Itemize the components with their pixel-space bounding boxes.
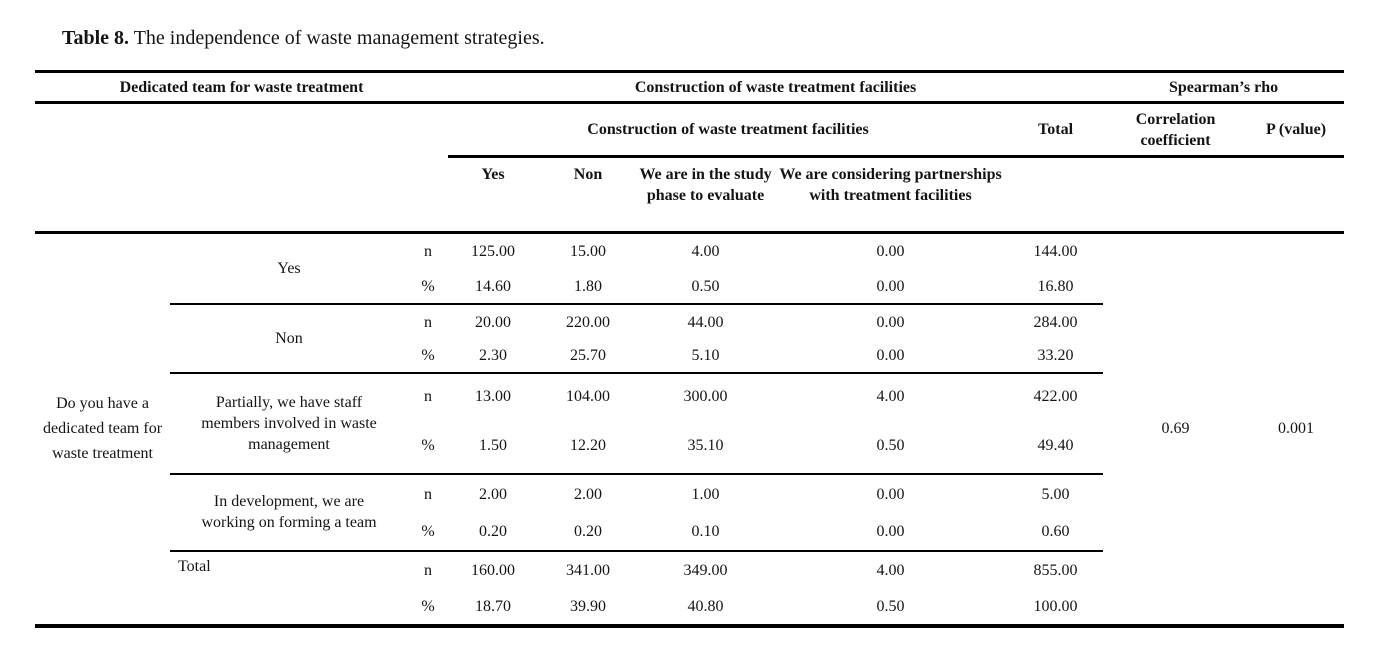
unit-label: %	[408, 339, 449, 374]
value-cell: 2.00	[479, 485, 508, 503]
table-row: % 1.50 12.20 35.10 0.50 49.40	[35, 418, 1344, 475]
value-cell: 104.00	[566, 387, 611, 405]
value-cell: 2.00	[574, 485, 603, 503]
value-cell: 13.00	[475, 387, 512, 405]
question-cell: Do you have a dedicated team for waste t…	[42, 395, 163, 463]
header-dedicated-team: Dedicated team for waste treatment	[35, 71, 449, 104]
value-cell: 855.00	[1033, 562, 1078, 579]
row-label: Yes	[170, 232, 408, 305]
value-cell: 40.80	[687, 598, 724, 615]
value-cell: 160.00	[471, 562, 516, 579]
independence-table: Dedicated team for waste treatment Const…	[35, 70, 1345, 628]
unit-label: %	[408, 418, 449, 475]
header-construction-sub: Construction of waste treatment faciliti…	[448, 102, 1009, 158]
value-cell: 1.50	[448, 418, 539, 475]
unit-label: %	[408, 269, 449, 305]
value-cell: 25.70	[538, 339, 639, 374]
value-cell: 125.00	[471, 243, 516, 261]
value-cell: 284.00	[1033, 313, 1078, 331]
value-cell: 4.00	[691, 243, 720, 261]
unit-label: %	[408, 513, 449, 552]
value-cell: 39.90	[570, 598, 607, 615]
unit-label: n	[424, 313, 432, 331]
table-row: Total n 160.00 341.00 349.00 4.00 855.00	[35, 551, 1344, 590]
value-cell: 44.00	[687, 313, 724, 331]
unit-label: n	[424, 485, 432, 503]
value-cell: 300.00	[683, 387, 728, 405]
table-caption-text: The independence of waste management str…	[133, 27, 545, 49]
value-cell: 35.10	[638, 418, 774, 475]
value-cell: 1.00	[691, 485, 720, 503]
value-cell: 0.00	[876, 313, 905, 331]
table-row: In development, we are working on formin…	[35, 473, 1344, 552]
unit-label: n	[424, 387, 432, 405]
value-cell: 0.00	[876, 485, 905, 503]
table-row: % 2.30 25.70 5.10 0.00 33.20	[35, 339, 1344, 374]
table-row: % 0.20 0.20 0.10 0.00 0.60	[35, 513, 1344, 552]
table-caption-label: Table 8.	[62, 27, 130, 49]
value-cell: 18.70	[475, 598, 512, 615]
header-option-partnerships: We are considering partnerships with tre…	[773, 156, 1009, 234]
value-cell: 15.00	[570, 243, 607, 261]
spearman-p-value: 0.001	[1278, 420, 1315, 438]
header-option-study-phase: We are in the study phase to evaluate	[638, 156, 774, 234]
value-cell: 0.20	[538, 513, 639, 552]
header-spacer-right	[1008, 156, 1345, 234]
value-cell: 20.00	[475, 313, 512, 331]
value-cell: 0.00	[876, 243, 905, 261]
value-cell: 49.40	[1008, 418, 1104, 475]
unit-label: n	[424, 243, 432, 261]
table-row: % 14.60 1.80 0.50 0.00 16.80	[35, 269, 1344, 305]
value-cell: 0.20	[448, 513, 539, 552]
header-spacer-left	[35, 102, 449, 234]
value-cell: 0.50	[876, 598, 905, 615]
value-cell: 2.30	[448, 339, 539, 374]
row-label-total: Total	[178, 557, 211, 575]
value-cell: 0.50	[638, 269, 774, 305]
header-construction-group: Construction of waste treatment faciliti…	[448, 71, 1104, 104]
header-total: Total	[1008, 102, 1104, 158]
header-spearman: Spearman’s rho	[1103, 71, 1345, 104]
value-cell: 0.00	[773, 339, 1009, 374]
row-label: Partially, we have staff members involve…	[170, 372, 408, 475]
value-cell: 0.10	[638, 513, 774, 552]
header-option-yes: Yes	[448, 156, 539, 234]
header-correlation-coefficient: Correlation coefficient	[1103, 102, 1249, 158]
header-row-options: Yes Non We are in the study phase to eva…	[35, 156, 1345, 234]
value-cell: 422.00	[1033, 387, 1078, 405]
value-cell: 0.60	[1008, 513, 1104, 552]
value-cell: 220.00	[566, 313, 611, 331]
header-row-groups: Dedicated team for waste treatment Const…	[35, 71, 1345, 104]
value-cell: 144.00	[1033, 243, 1078, 261]
unit-label: %	[421, 598, 435, 615]
value-cell: 4.00	[876, 562, 905, 579]
value-cell: 5.10	[638, 339, 774, 374]
value-cell: 0.50	[773, 418, 1009, 475]
unit-label: n	[424, 562, 432, 579]
table-row: % 18.70 39.90 40.80 0.50 100.00	[35, 590, 1344, 626]
value-cell: 0.00	[773, 269, 1009, 305]
value-cell: 100.00	[1033, 598, 1078, 615]
value-cell: 14.60	[448, 269, 539, 305]
value-cell: 4.00	[876, 387, 905, 405]
value-cell: 12.20	[538, 418, 639, 475]
row-label: Non	[170, 303, 408, 374]
table-caption: Table 8. The independence of waste manag…	[62, 26, 1380, 50]
value-cell: 5.00	[1041, 485, 1070, 503]
table-row: Non n 20.00 220.00 44.00 0.00 284.00	[35, 303, 1344, 374]
header-option-non: Non	[538, 156, 639, 234]
value-cell: 16.80	[1008, 269, 1104, 305]
table-row: Partially, we have staff members involve…	[35, 372, 1344, 475]
header-row-sub: Construction of waste treatment faciliti…	[35, 102, 1345, 234]
row-label: In development, we are working on formin…	[170, 473, 408, 552]
value-cell: 349.00	[683, 562, 728, 579]
value-cell: 33.20	[1008, 339, 1104, 374]
header-p-value: P (value)	[1248, 102, 1345, 158]
value-cell: 0.00	[773, 513, 1009, 552]
spearman-correlation-value: 0.69	[1161, 420, 1190, 438]
table-row: Do you have a dedicated team for waste t…	[35, 232, 1344, 462]
value-cell: 341.00	[566, 562, 611, 579]
value-cell: 1.80	[538, 269, 639, 305]
